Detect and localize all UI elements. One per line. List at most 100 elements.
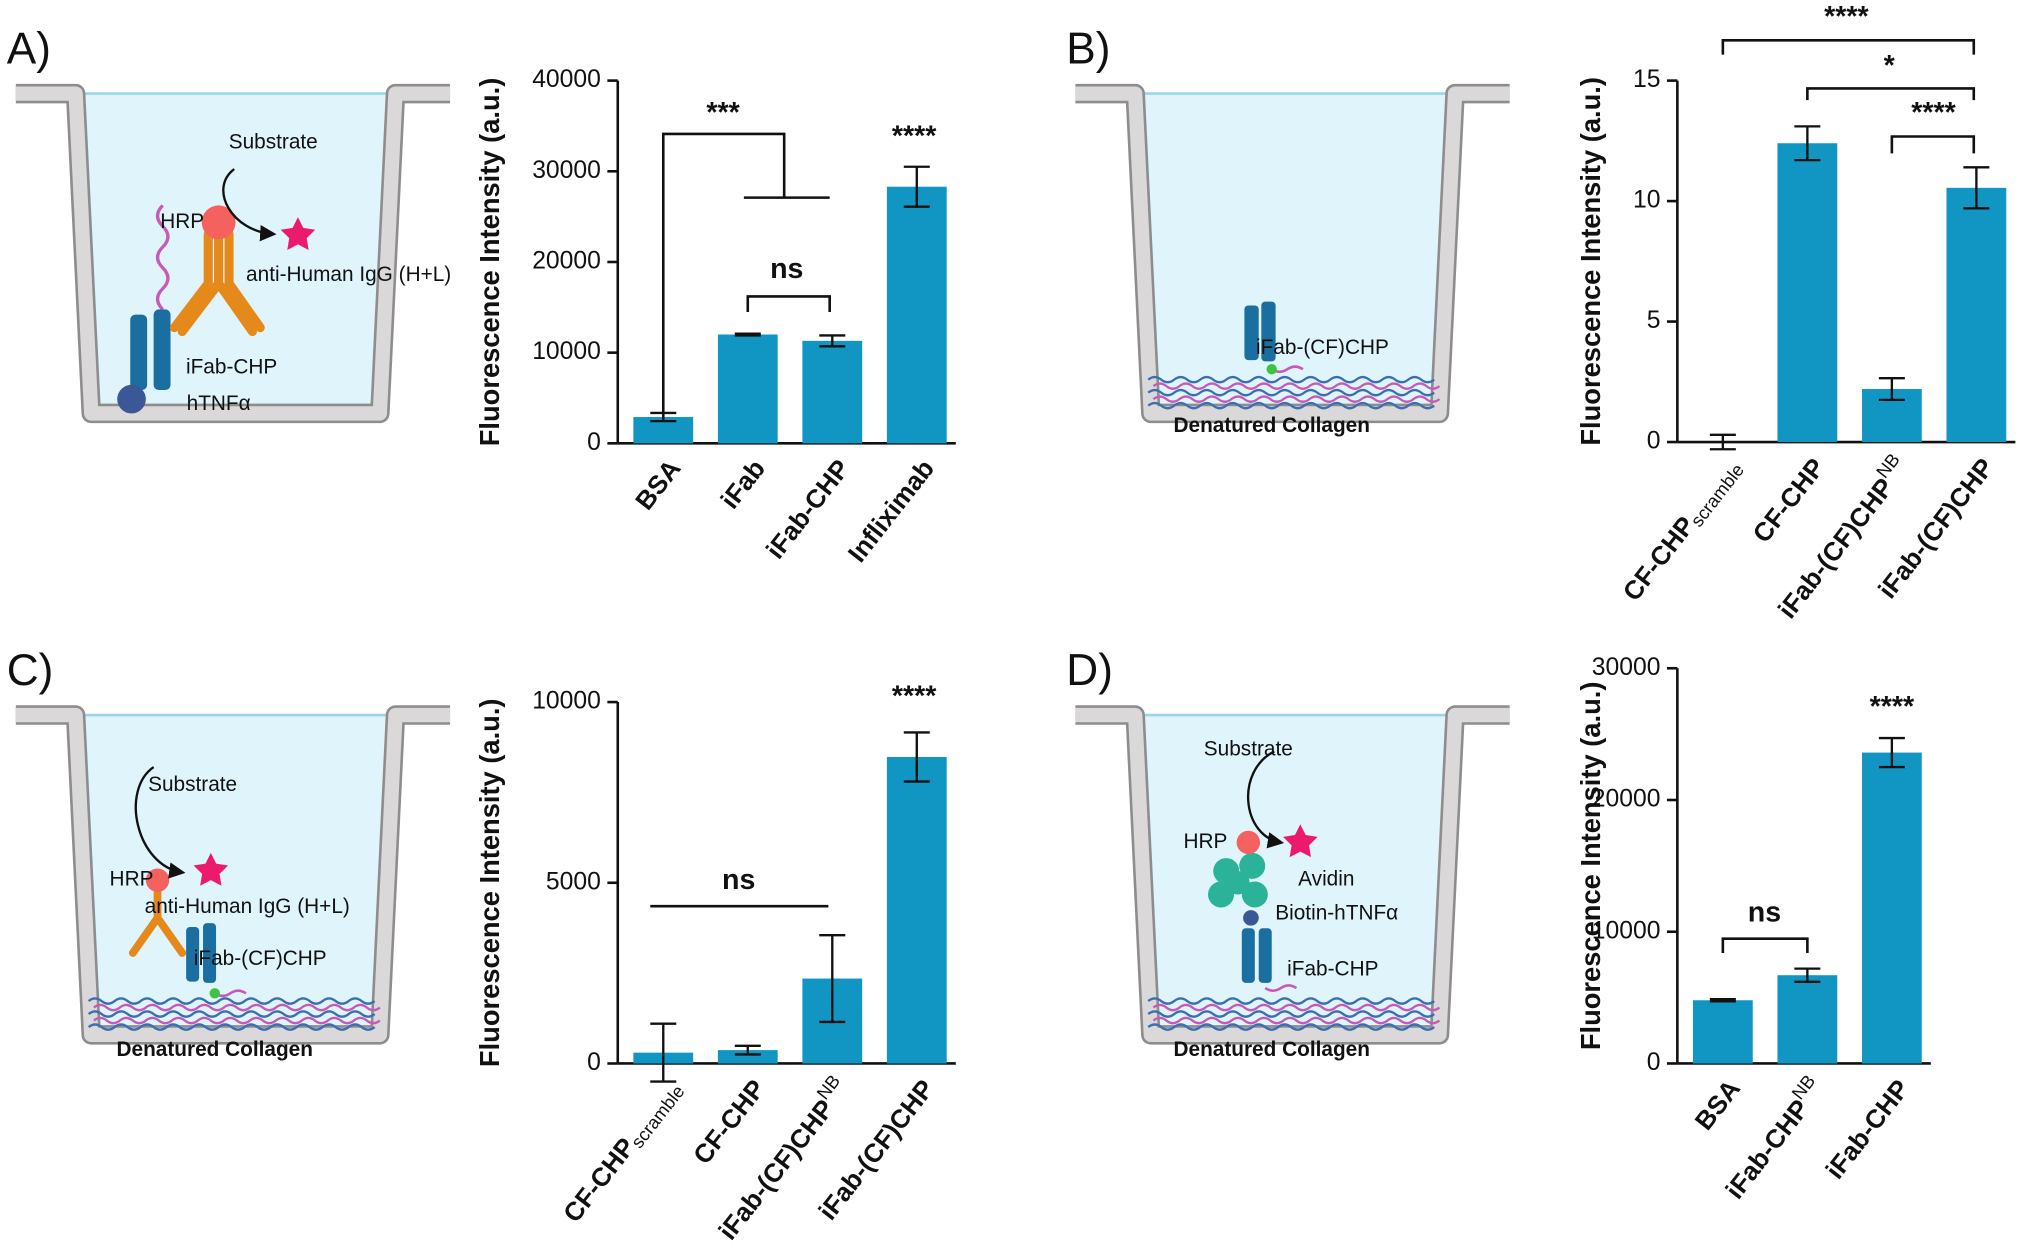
- diagram-label: Denatured Collagen: [117, 1038, 313, 1061]
- collagen-strand: [93, 1016, 381, 1025]
- x-tick-label: CF-CHPscramble: [1616, 452, 1747, 608]
- collagen-strand: [1147, 375, 1435, 384]
- collagen-strand: [1152, 1003, 1441, 1012]
- error-bar: [819, 334, 846, 348]
- error-bar: [734, 332, 761, 337]
- receptor: [130, 314, 148, 391]
- category-text: iFab-CHP: [760, 454, 856, 565]
- y-tick-label: 10000: [532, 688, 601, 715]
- annotation: ns: [770, 253, 803, 285]
- y-tick-label: 20000: [1592, 786, 1661, 813]
- collagen-strand: [87, 1023, 376, 1031]
- bar: [1777, 975, 1838, 1064]
- receptor: [1241, 928, 1255, 983]
- diagram-label: iFab-CHP: [1287, 957, 1378, 980]
- annotation: ****: [892, 681, 937, 713]
- bar: [1692, 1000, 1753, 1064]
- panel-label: A): [7, 25, 51, 74]
- category-text: iFab-CHP: [1819, 1074, 1915, 1185]
- panel-label: D): [1066, 646, 1113, 695]
- well: [1075, 707, 1510, 1043]
- collagen-strand: [1147, 388, 1435, 397]
- error-bar: [1709, 998, 1736, 1003]
- well: [1075, 86, 1510, 421]
- collagen-strand: [93, 1003, 381, 1012]
- diagram-label: anti-Human IgG (H+L): [246, 263, 451, 286]
- error-bar: [650, 1022, 677, 1083]
- diagram-label: Avidin: [1298, 868, 1354, 891]
- category-subscript: scramble: [627, 1081, 688, 1151]
- significance-bracket: [1806, 87, 1976, 101]
- y-axis-label: Fluorescence Intensity (a.u.): [1575, 682, 1606, 1051]
- diagram-label: hTNFα: [187, 392, 251, 415]
- x-tick-label: iFab-CHP: [1819, 1074, 1915, 1185]
- arrow: [134, 766, 186, 879]
- collagen-strand: [1147, 401, 1435, 410]
- dye: [1266, 364, 1277, 375]
- collagen-strand: [1147, 997, 1435, 1005]
- y-tick-label: 10000: [1592, 917, 1661, 944]
- diagram-label: Biotin-hTNFα: [1275, 901, 1398, 924]
- receptor: [153, 309, 171, 391]
- diagram-label: HRP: [160, 210, 204, 233]
- hrp: [145, 868, 170, 892]
- collagen-strand: [87, 1010, 376, 1018]
- error-bar: [1794, 967, 1821, 983]
- x-tick-label: iFab: [714, 454, 771, 515]
- category-subscript: scramble: [1687, 460, 1748, 530]
- error-bar: [1878, 377, 1905, 402]
- well-fill: [75, 715, 396, 1035]
- diagram-c: [15, 705, 451, 1045]
- diagram-a: [15, 83, 451, 424]
- diagram-d: [1075, 705, 1510, 1045]
- error-bar: [1794, 125, 1821, 162]
- receptor: [1258, 928, 1272, 983]
- x-tick-label: BSA: [1689, 1074, 1747, 1136]
- antibody: [169, 229, 265, 337]
- linker: [1264, 984, 1298, 992]
- annotation: ****: [892, 120, 937, 152]
- arrow: [1246, 750, 1285, 849]
- significance-bracket: [1721, 39, 1976, 55]
- annotation: ****: [1824, 1, 1869, 33]
- panel-label: C): [7, 646, 54, 695]
- bar: [802, 340, 863, 444]
- error-bar: [1709, 433, 1736, 451]
- annotation: ****: [1911, 97, 1956, 129]
- collagen-strand: [1152, 382, 1441, 390]
- annotation: ***: [706, 97, 740, 129]
- diagram-label: Denatured Collagen: [1173, 1038, 1369, 1061]
- y-tick-label: 40000: [532, 66, 601, 93]
- y-tick-label: 10: [1633, 187, 1660, 214]
- annotation: ns: [1748, 897, 1781, 929]
- x-tick-label: iFab-CHP: [760, 454, 856, 565]
- y-tick-label: 15: [1633, 66, 1660, 93]
- collagen-strand: [1147, 1010, 1435, 1018]
- x-tick-label: Infliximab: [842, 454, 940, 568]
- collagen-strand: [87, 997, 376, 1005]
- category-text: CF-CHP: [1746, 452, 1830, 548]
- receptor: [186, 926, 200, 982]
- well-fill: [1135, 93, 1456, 414]
- bar: [717, 1050, 778, 1064]
- collagen: [1147, 375, 1441, 410]
- y-tick-label: 30000: [532, 157, 601, 184]
- diagram-label: Substrate: [1204, 738, 1293, 761]
- y-tick-label: 10000: [532, 338, 601, 365]
- y-axis-label: Fluorescence Intensity (a.u.): [1575, 77, 1606, 446]
- category-text: iFab-CHP: [1719, 1094, 1815, 1205]
- error-bar: [1963, 166, 1990, 210]
- diagram-label: iFab-(CF)CHP: [1256, 336, 1389, 359]
- y-tick-label: 0: [1647, 428, 1661, 455]
- error-bar: [903, 731, 930, 783]
- diagram-label: HRP: [110, 868, 154, 891]
- linker: [155, 204, 170, 311]
- diagram-label: HRP: [1183, 830, 1227, 853]
- collagen-strand: [1152, 395, 1441, 403]
- y-axis-label: Fluorescence Intensity (a.u.): [474, 78, 505, 447]
- bar: [886, 756, 947, 1064]
- htnf: [117, 384, 146, 414]
- x-tick-label: BSA: [629, 453, 687, 515]
- panel-label: B): [1066, 25, 1110, 74]
